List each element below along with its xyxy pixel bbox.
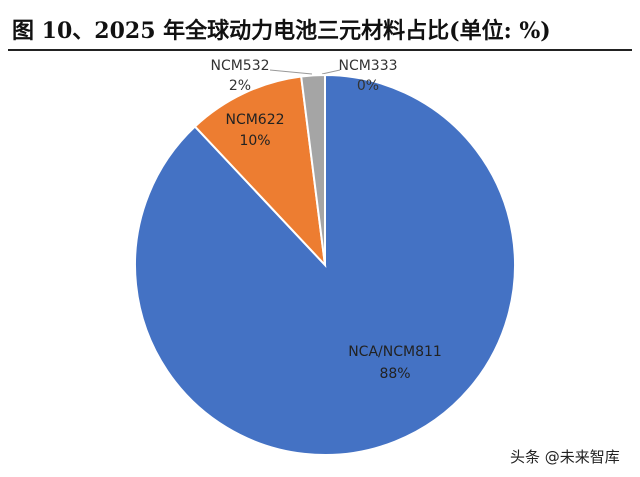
- leader-line: [321, 69, 341, 75]
- value-label: 10%: [239, 133, 270, 149]
- chart-title: 图 10、2025 年全球动力电池三元材料占比(单位: %): [12, 18, 551, 44]
- slice-label: NCM333: [338, 58, 397, 74]
- slice-label: NCM622: [225, 112, 284, 128]
- value-label: 0%: [357, 78, 379, 94]
- slice-label: NCM532: [210, 58, 269, 74]
- watermark: 头条 @未来智库: [510, 448, 620, 466]
- slice-label: NCA/NCM811: [348, 344, 442, 360]
- value-label: 2%: [229, 78, 251, 94]
- value-label: 88%: [379, 366, 410, 382]
- leader-line: [269, 69, 313, 75]
- pie-slice: [193, 75, 327, 268]
